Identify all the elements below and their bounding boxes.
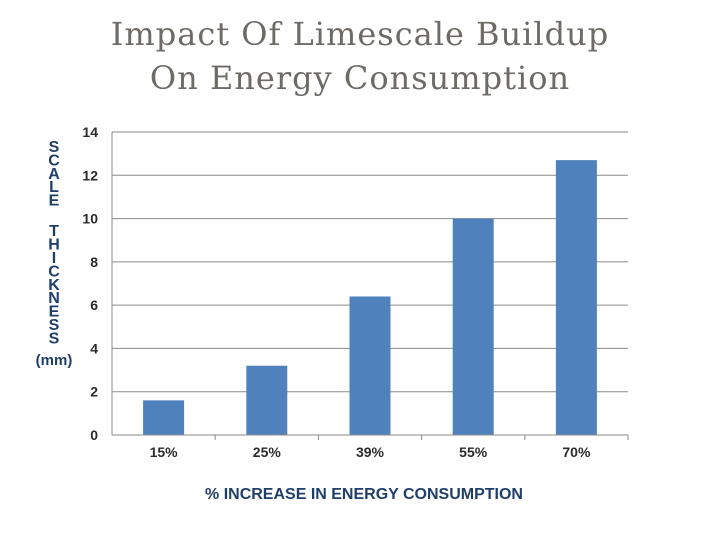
y-axis-title-letter: N [48, 290, 60, 307]
y-tick-label: 14 [82, 124, 98, 140]
y-axis-title-letter: E [49, 304, 60, 321]
y-axis-title-letter: S [49, 139, 60, 156]
x-tick-label: 55% [459, 444, 488, 460]
bar-25pct [246, 365, 288, 435]
bar-70pct [555, 160, 597, 435]
y-tick-label: 2 [90, 384, 98, 400]
x-tick-label: 25% [253, 444, 282, 460]
axes [111, 132, 629, 440]
x-axis-title: % INCREASE IN ENERGY CONSUMPTION [205, 486, 523, 503]
y-tick-label: 8 [90, 254, 98, 270]
x-tick-label: 70% [562, 444, 591, 460]
y-axis-title-letter: A [48, 166, 60, 183]
y-tick-label: 0 [90, 427, 98, 443]
y-axis-title-letter: T [49, 223, 59, 240]
y-axis-title-letter: I [52, 250, 56, 267]
y-axis-title-letter: S [49, 317, 60, 334]
y-axis-title-letter: C [48, 263, 60, 280]
chart-title-line-1: Impact Of Limescale Buildup [110, 15, 610, 53]
y-tick-label: 10 [82, 211, 98, 227]
y-axis-title-letter: C [48, 152, 60, 169]
bars [143, 160, 597, 435]
y-tick-label: 12 [82, 167, 98, 183]
chart-title: Impact Of Limescale Buildup On Energy Co… [0, 12, 720, 100]
x-tick-label: 15% [150, 444, 179, 460]
bar-39pct [349, 296, 391, 435]
y-axis-title-letter: S [49, 330, 60, 347]
y-axis-title-letter: H [48, 237, 60, 254]
chart-title-line-2: On Energy Consumption [149, 59, 571, 97]
y-tick-label: 4 [90, 340, 98, 356]
x-tick-label: 39% [356, 444, 385, 460]
y-axis-title-letter: E [49, 193, 60, 210]
y-axis-title-letter: L [49, 179, 59, 196]
x-tick-labels: 15% 25% 39% 55% 70% [150, 444, 591, 460]
bar-55pct [452, 218, 494, 435]
y-tick-label: 6 [90, 297, 98, 313]
y-axis-title-letter: K [48, 277, 60, 294]
y-axis-unit: (mm) [36, 352, 73, 369]
bar-15pct [143, 400, 185, 435]
y-tick-labels: 0 2 4 6 8 10 12 14 [82, 124, 98, 443]
